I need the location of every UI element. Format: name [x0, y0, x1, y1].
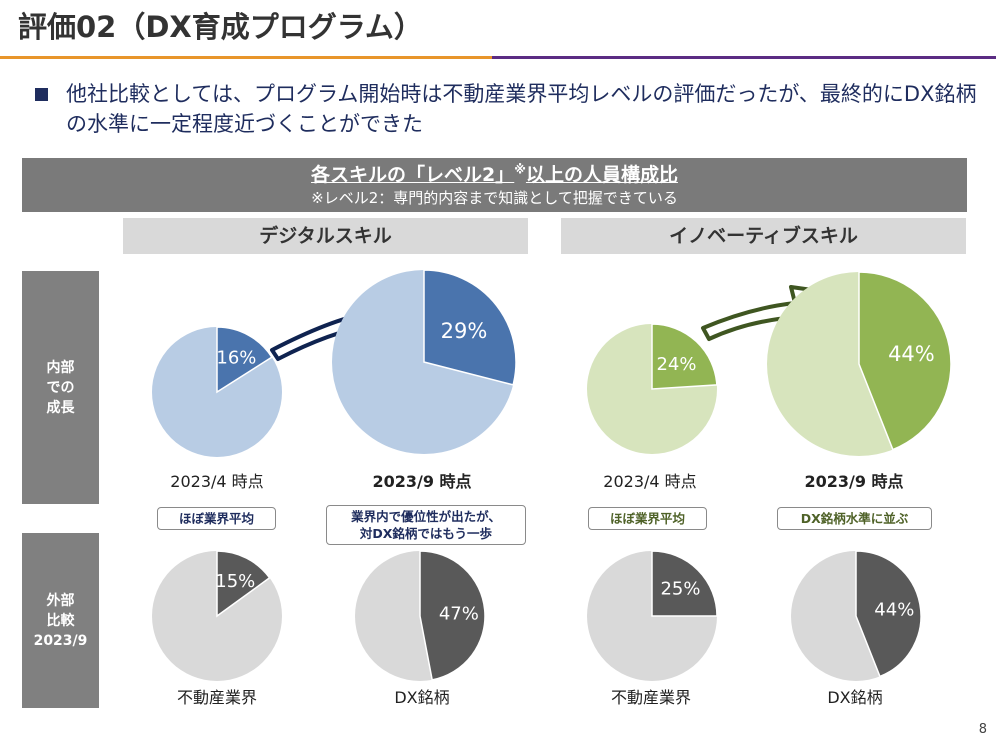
- innov_internal_sep-data-label: 44%: [888, 342, 935, 366]
- column-header-innovative: イノベーティブスキル: [561, 218, 966, 254]
- callout-digital-sep-line2: 対DX銘柄ではもう一歩: [359, 526, 493, 541]
- banner-title-suffix: 以上の人員構成比: [525, 164, 678, 186]
- banner-title-mark: ※: [514, 162, 526, 177]
- banner-title-main: 各スキルの「レベル2」: [311, 164, 515, 186]
- digital_internal_apr-pie-slice: [216, 326, 273, 394]
- innov_internal_apr-pie-slice: [651, 323, 718, 390]
- callout-innov-sep-text: DX銘柄水準に並ぶ: [800, 511, 909, 526]
- chart-banner: 各スキルの「レベル2」※以上の人員構成比 ※レベル2：専門的内容まで知識として把…: [22, 158, 967, 212]
- banner-title: 各スキルの「レベル2」※以上の人員構成比: [22, 160, 967, 187]
- innov_external_industry-pie-slice: [651, 550, 718, 617]
- digital_external_dx-data-label: 47%: [439, 603, 479, 624]
- summary-bullet: 他社比較としては、プログラム開始時は不動産業界平均レベルの評価だったが、最終的に…: [66, 82, 977, 136]
- bullet-square-icon: [35, 88, 48, 101]
- digital_internal_sep-pie-slice: [423, 269, 517, 386]
- title-rule-orange: [0, 56, 492, 59]
- digital_internal_apr-data-label: 16%: [216, 348, 256, 369]
- row-label-external-line3: 2023/9: [33, 632, 88, 649]
- digital_external_industry-pie-slice: [216, 550, 271, 618]
- innov_external_industry-category-label: 不動産業界: [611, 688, 691, 707]
- digital_internal_sep-data-label: 29%: [441, 319, 488, 343]
- column-header-digital: デジタルスキル: [123, 218, 528, 254]
- digital_internal_apr-category-label: 2023/4 時点: [170, 472, 263, 491]
- callout-innov-apr-text: ほぼ業界平均: [609, 511, 685, 526]
- callout-digital-sep: 業界内で優位性が出たが、 対DX銘柄ではもう一歩: [326, 505, 526, 545]
- callout-innov-sep: DX銘柄水準に並ぶ: [777, 507, 932, 530]
- row-label-internal-line3: 成長: [46, 399, 75, 416]
- title-rule-purple: [492, 56, 996, 59]
- row-label-internal-line1: 内部: [46, 359, 75, 376]
- callout-digital-sep-line1: 業界内で優位性が出たが、: [351, 509, 501, 524]
- row-label-internal: 内部 での 成長: [22, 271, 99, 504]
- innov_internal_sep-category-label: 2023/9 時点: [804, 472, 903, 491]
- innov_internal_apr-data-label: 24%: [656, 354, 696, 375]
- digital_external_dx-category-label: DX銘柄: [394, 688, 449, 707]
- slide-title: 評価02（DX育成プログラム）: [18, 10, 423, 44]
- innov_external_dx-pie-slice: [855, 550, 922, 678]
- digital_external_industry-category-label: 不動産業界: [177, 688, 257, 707]
- banner-note: ※レベル2：専門的内容まで知識として把握できている: [311, 189, 678, 207]
- row-label-external-line1: 外部: [46, 592, 75, 609]
- callout-digital-apr-text: ほぼ業界平均: [178, 511, 254, 526]
- digital_internal_sep-category-label: 2023/9 時点: [372, 472, 471, 491]
- row-label-internal-line2: での: [46, 379, 75, 396]
- digital_external_industry-data-label: 15%: [215, 571, 255, 592]
- callout-digital-apr: ほぼ業界平均: [157, 507, 276, 530]
- innov_external_industry-data-label: 25%: [660, 579, 700, 600]
- innov_external_dx-data-label: 44%: [874, 600, 914, 621]
- callout-innov-apr: ほぼ業界平均: [588, 507, 707, 530]
- row-label-external-line2: 比較: [46, 612, 75, 629]
- digital_external_dx-pie-slice: [419, 550, 486, 681]
- innov_internal_sep-pie-slice: [858, 271, 952, 451]
- page-number: 8: [978, 722, 987, 737]
- innov_internal_apr-category-label: 2023/4 時点: [603, 472, 696, 491]
- row-label-external: 外部 比較 2023/9: [22, 533, 99, 708]
- innov_external_dx-category-label: DX銘柄: [827, 688, 882, 707]
